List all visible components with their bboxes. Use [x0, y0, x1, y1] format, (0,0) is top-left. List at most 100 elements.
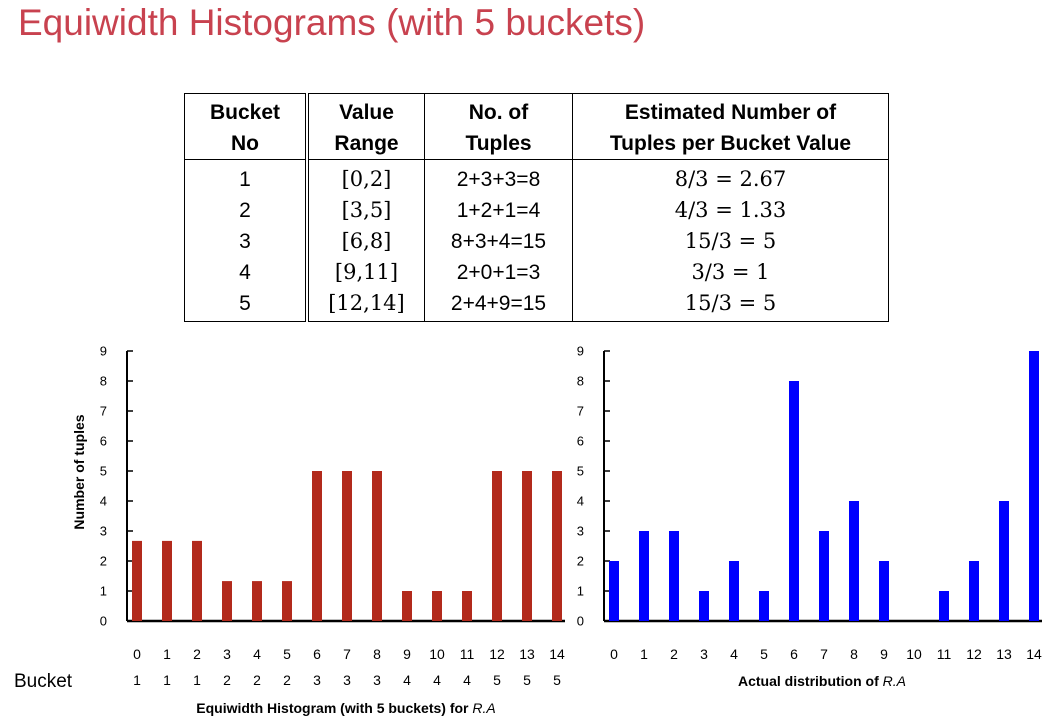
cell-estimate: 4/3 = 1.33 [674, 198, 787, 222]
header-no-of-tuples: No. of Tuples [424, 93, 573, 160]
header-estimated-number: Estimated Number of Tuples per Bucket Val… [572, 93, 889, 160]
bucket-label: 2 [253, 672, 261, 688]
bar [222, 581, 232, 621]
x-tick-label: 0 [133, 646, 141, 662]
y-tick-label: 2 [577, 554, 584, 569]
bar [609, 561, 619, 621]
bucket-label: 4 [403, 672, 411, 688]
bar [402, 591, 412, 621]
header-bucket-no: Bucket No [184, 93, 309, 160]
y-tick-label: 1 [577, 584, 584, 599]
cell-tuples: 2+0+1=3 [424, 257, 573, 288]
bucket-label: 1 [133, 672, 141, 688]
y-tick-label: 3 [577, 524, 584, 539]
bar [879, 561, 889, 621]
x-axis-title-italic: R.A [472, 700, 495, 716]
x-tick-label: 0 [610, 646, 618, 662]
x-tick-label: 1 [163, 646, 171, 662]
bar [492, 471, 502, 621]
bucket-label: 4 [463, 672, 471, 688]
cell-range: [12,14] [307, 288, 425, 322]
bucket-label: 1 [163, 672, 171, 688]
cell-bucket: 1 [184, 159, 309, 195]
bucket-label: 3 [343, 672, 351, 688]
y-tick-label: 6 [100, 434, 107, 449]
bucket-label: 3 [313, 672, 321, 688]
cell-bucket: 3 [184, 226, 309, 257]
x-tick-label: 12 [966, 646, 982, 662]
bar [999, 501, 1009, 621]
x-tick-label: 4 [730, 646, 738, 662]
x-axis-title: Actual distribution of R.A [738, 673, 906, 689]
x-tick-label: 8 [850, 646, 858, 662]
y-tick-label: 8 [100, 374, 107, 389]
x-tick-label: 14 [549, 646, 565, 662]
x-tick-label: 2 [670, 646, 678, 662]
bucket-label: 5 [553, 672, 561, 688]
bar [372, 471, 382, 621]
cell-tuples: 1+2+1=4 [424, 195, 573, 226]
bar [789, 381, 799, 621]
bar [849, 501, 859, 621]
y-tick-label: 0 [100, 614, 107, 629]
cell-range: [9,11] [307, 257, 425, 288]
x-tick-label: 4 [253, 646, 261, 662]
x-tick-label: 12 [489, 646, 505, 662]
bar [939, 591, 949, 621]
y-tick-label: 3 [100, 524, 107, 539]
bar [252, 581, 262, 621]
table-row: 5 [12,14] 2+4+9=15 15/3 = 5 [184, 288, 889, 322]
y-tick-label: 6 [577, 434, 584, 449]
x-tick-label: 8 [373, 646, 381, 662]
y-tick-label: 5 [577, 464, 584, 479]
bar [969, 561, 979, 621]
bar [639, 531, 649, 621]
table-row: 3 [6,8] 8+3+4=15 15/3 = 5 [184, 226, 889, 257]
cell-estimate: 3/3 = 1 [691, 260, 770, 284]
bucket-label: 2 [223, 672, 231, 688]
bar [432, 591, 442, 621]
bar [1029, 351, 1039, 621]
bar [462, 591, 472, 621]
header-value-range: Value Range [307, 93, 425, 160]
x-tick-label: 9 [403, 646, 411, 662]
bucket-row-label: Bucket [14, 671, 73, 692]
bucket-label: 1 [193, 672, 201, 688]
x-tick-label: 7 [343, 646, 351, 662]
bar [699, 591, 709, 621]
cell-bucket: 5 [184, 288, 309, 322]
y-axis-title: Number of tuples [71, 414, 87, 529]
y-tick-label: 4 [577, 494, 584, 509]
x-tick-label: 6 [313, 646, 321, 662]
bar [282, 581, 292, 621]
bucket-label: 3 [373, 672, 381, 688]
bar [162, 540, 172, 621]
y-tick-label: 7 [100, 404, 107, 419]
cell-tuples: 8+3+4=15 [424, 226, 573, 257]
y-tick-label: 9 [100, 344, 107, 359]
x-tick-label: 11 [460, 646, 475, 662]
bucket-table: Bucket No Value Range No. of Tuples Estimat… [184, 93, 889, 322]
x-axis-title-text: Equiwidth Histogram (with 5 buckets) for [196, 700, 472, 716]
cell-tuples: 2+3+3=8 [424, 159, 573, 195]
x-tick-label: 2 [193, 646, 201, 662]
x-tick-label: 1 [640, 646, 648, 662]
x-axis-title: Equiwidth Histogram (with 5 buckets) for… [196, 700, 495, 716]
x-axis-title-italic: R.A [883, 673, 906, 689]
table-row: 4 [9,11] 2+0+1=3 3/3 = 1 [184, 257, 889, 288]
y-tick-label: 2 [100, 554, 107, 569]
x-tick-label: 9 [880, 646, 888, 662]
y-tick-label: 5 [100, 464, 107, 479]
bar [312, 471, 322, 621]
bar [729, 561, 739, 621]
table-row: 2 [3,5] 1+2+1=4 4/3 = 1.33 [184, 195, 889, 226]
table-row: 1 [0,2] 2+3+3=8 8/3 = 2.67 [184, 159, 889, 195]
x-tick-label: 3 [700, 646, 708, 662]
cell-range: [0,2] [307, 159, 425, 195]
bar [759, 591, 769, 621]
y-tick-label: 7 [577, 404, 584, 419]
bucket-label: 2 [283, 672, 291, 688]
bucket-label: 5 [523, 672, 531, 688]
bar [192, 540, 202, 621]
